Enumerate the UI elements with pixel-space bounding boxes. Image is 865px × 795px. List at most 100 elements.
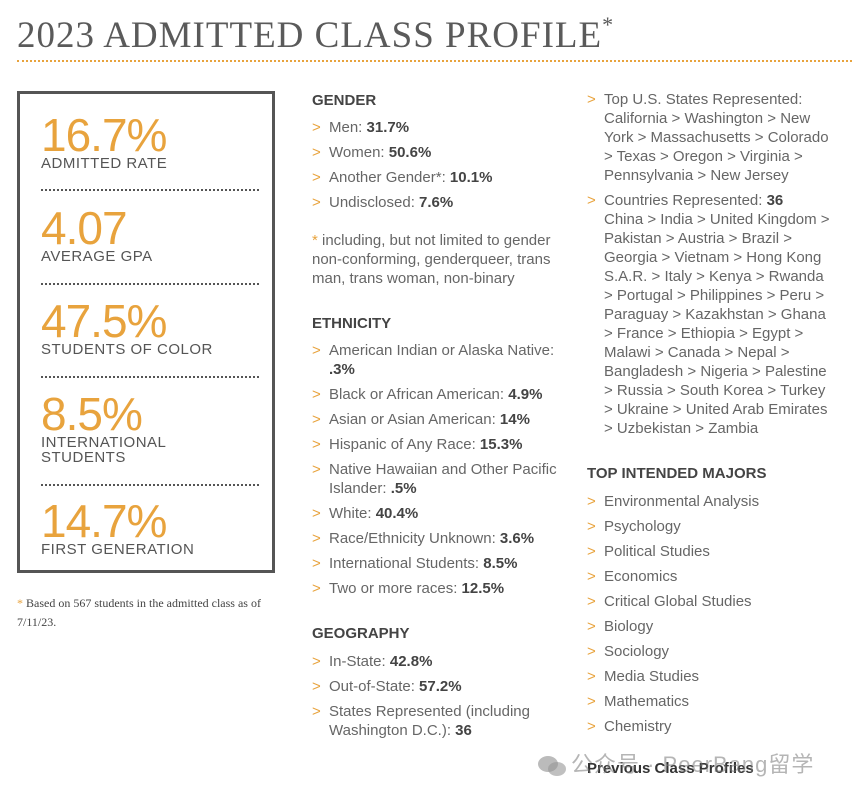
previous-class-profiles-link[interactable]: Previous Class Profiles: [587, 760, 754, 777]
ethnicity-heading: ETHNICITY: [312, 315, 392, 332]
majors-list: Environmental Analysis Psychology Politi…: [587, 492, 837, 736]
item-label: Another Gender*:: [329, 169, 450, 186]
item-value: 8.5%: [483, 555, 518, 572]
countries-item: Countries Represented: 36 China > India >…: [587, 191, 835, 438]
geography-list: In-State: 42.8% Out-of-State: 57.2% Stat…: [312, 652, 562, 740]
list-item: Economics: [587, 567, 837, 586]
item-label: Native Hawaiian and Other Pacific Island…: [329, 461, 557, 497]
list-item: Another Gender*: 10.1%: [312, 168, 562, 187]
top-states-item: Top U.S. States Represented: California >…: [587, 90, 835, 185]
top-states-list: California > Washington > New York > Mas…: [604, 110, 829, 184]
list-item: Native Hawaiian and Other Pacific Island…: [312, 460, 562, 498]
list-item: States Represented (including Washington…: [312, 702, 562, 740]
page-title: 2023 ADMITTED CLASS PROFILE*: [17, 12, 615, 57]
countries-count: 36: [766, 192, 784, 209]
stats-box: 16.7% ADMITTED RATE 4.07 AVERAGE GPA 47.…: [17, 91, 275, 573]
list-item: Men: 31.7%: [312, 118, 562, 137]
stat-divider: [41, 189, 259, 191]
list-item: Psychology: [587, 517, 837, 536]
stat-students-of-color: 47.5% STUDENTS OF COLOR: [41, 298, 261, 357]
stat-average-gpa: 4.07 AVERAGE GPA: [41, 205, 261, 264]
item-label: Men:: [329, 119, 367, 136]
list-item: Asian or Asian American: 14%: [312, 410, 562, 429]
list-item: Women: 50.6%: [312, 143, 562, 162]
item-label: States Represented (including Washington…: [329, 703, 530, 739]
list-item: White: 40.4%: [312, 504, 562, 523]
geography-heading: GEOGRAPHY: [312, 625, 410, 642]
item-label: Out-of-State:: [329, 678, 420, 695]
item-value: 40.4%: [375, 505, 419, 522]
wechat-icon: [538, 756, 566, 777]
stat-divider: [41, 376, 259, 378]
gender-heading: GENDER: [312, 92, 377, 109]
stat-value: 4.07: [41, 202, 128, 254]
item-label: White:: [329, 505, 376, 522]
countries-label: Countries Represented:: [604, 192, 767, 209]
gender-list: Men: 31.7% Women: 50.6% Another Gender*:…: [312, 118, 562, 212]
watermark-text: 公众号 · PeerBang留学: [571, 752, 815, 777]
stat-value: 47.5%: [41, 295, 167, 347]
item-label: Two or more races:: [329, 580, 462, 597]
title-asterisk: *: [602, 12, 615, 37]
note-asterisk: *: [312, 232, 318, 249]
stat-label: ADMITTED RATE: [41, 155, 168, 172]
list-item: Biology: [587, 617, 837, 636]
footnote-text: Based on 567 students in the admitted cl…: [17, 596, 261, 629]
geography-details-list: Top U.S. States Represented: California >…: [587, 90, 835, 438]
stat-value: 8.5%: [41, 388, 143, 440]
item-label: Black or African American:: [329, 386, 509, 403]
list-item: Two or more races: 12.5%: [312, 579, 562, 598]
stat-first-generation: 14.7% FIRST GENERATION: [41, 498, 261, 557]
stat-label: STUDENTS OF COLOR: [41, 341, 213, 358]
item-label: Women:: [329, 144, 389, 161]
list-item: Chemistry: [587, 717, 837, 736]
stat-divider: [41, 484, 259, 486]
item-label: In-State:: [329, 653, 390, 670]
item-label: Race/Ethnicity Unknown:: [329, 530, 500, 547]
stat-value: 14.7%: [41, 495, 167, 547]
stat-label: AVERAGE GPA: [41, 248, 153, 265]
list-item: International Students: 8.5%: [312, 554, 562, 573]
list-item: Political Studies: [587, 542, 837, 561]
list-item: Sociology: [587, 642, 837, 661]
list-item: American Indian or Alaska Native: .3%: [312, 341, 562, 379]
list-item: Out-of-State: 57.2%: [312, 677, 562, 696]
stat-label: FIRST GENERATION: [41, 541, 195, 558]
list-item: Race/Ethnicity Unknown: 3.6%: [312, 529, 562, 548]
list-item: Critical Global Studies: [587, 592, 837, 611]
item-value: 57.2%: [419, 678, 462, 695]
footnote-asterisk: *: [17, 596, 23, 610]
item-value: 3.6%: [499, 530, 535, 547]
item-value: 31.7%: [366, 119, 410, 136]
list-item: Media Studies: [587, 667, 837, 686]
item-value: .5%: [390, 480, 417, 497]
item-label: Hispanic of Any Race:: [329, 436, 480, 453]
item-value: 42.8%: [389, 653, 433, 670]
page-title-text: 2023 ADMITTED CLASS PROFILE: [17, 15, 603, 56]
item-value: 14%: [499, 411, 530, 428]
countries-list: China > India > United Kingdom > Pakista…: [604, 211, 830, 437]
item-value: 50.6%: [388, 144, 432, 161]
stat-international-students: 8.5% INTERNATIONAL STUDENTS: [41, 391, 261, 465]
item-label: American Indian or Alaska Native:: [329, 342, 555, 359]
stat-divider: [41, 283, 259, 285]
item-value: 7.6%: [419, 194, 454, 211]
list-item: Environmental Analysis: [587, 492, 837, 511]
item-value: 10.1%: [449, 169, 493, 186]
top-states-label: Top U.S. States Represented:: [604, 91, 803, 108]
list-item: Mathematics: [587, 692, 837, 711]
list-item: Undisclosed: 7.6%: [312, 193, 562, 212]
admitted-class-footnote: * Based on 567 students in the admitted …: [17, 594, 279, 632]
majors-heading: TOP INTENDED MAJORS: [587, 465, 767, 482]
list-item: Black or African American: 4.9%: [312, 385, 562, 404]
note-text: including, but not limited to gender non…: [312, 232, 551, 287]
item-label: Asian or Asian American:: [329, 411, 500, 428]
ethnicity-list: American Indian or Alaska Native: .3% Bl…: [312, 341, 562, 598]
item-value: 15.3%: [479, 436, 523, 453]
item-label: International Students:: [329, 555, 484, 572]
item-value: 12.5%: [461, 580, 505, 597]
item-value: 4.9%: [508, 386, 543, 403]
title-divider: [17, 60, 852, 62]
item-label: Undisclosed:: [329, 194, 420, 211]
stat-value: 16.7%: [41, 109, 167, 161]
